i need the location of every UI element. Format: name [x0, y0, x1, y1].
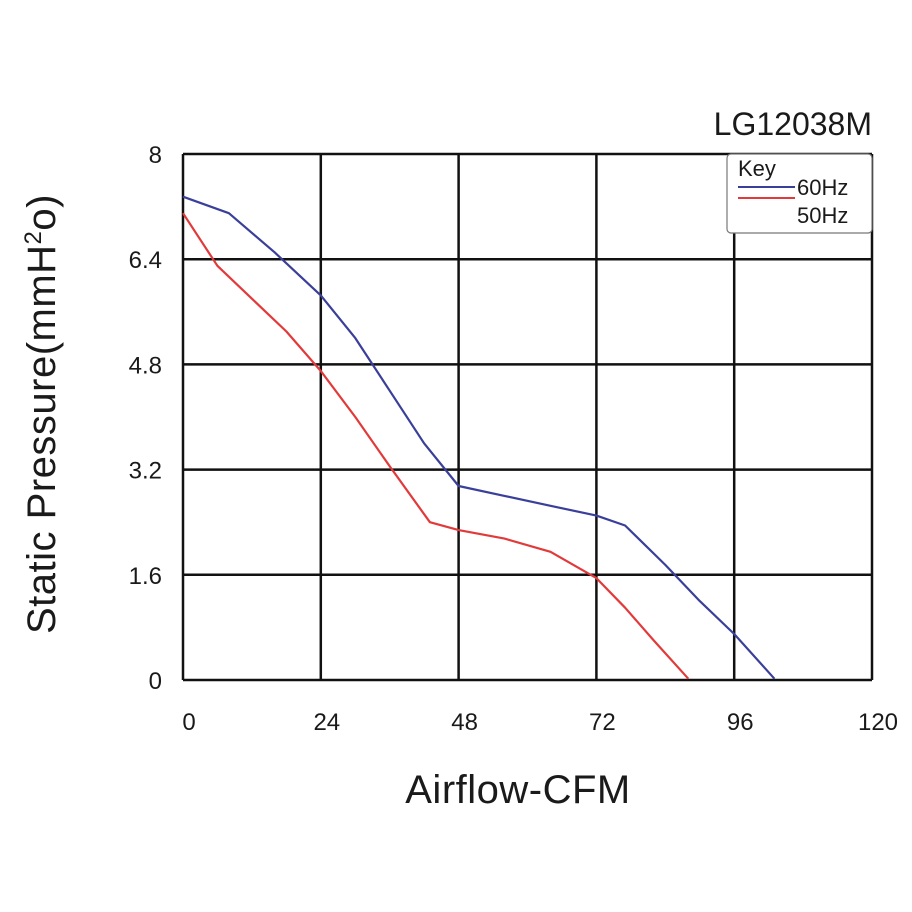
- x-tick-labels: 0 24 48 72 96 120: [182, 709, 898, 736]
- legend-label-60hz: 60Hz: [797, 175, 848, 200]
- y-tick-label-6_4: 6.4: [129, 247, 162, 274]
- grid: [181, 152, 874, 682]
- x-tick-label-72: 72: [589, 709, 616, 736]
- chart-title: LG12038M: [714, 106, 872, 142]
- x-axis-label: Airflow-CFM: [405, 768, 630, 812]
- x-tick-label-96: 96: [727, 709, 754, 736]
- y-axis-label: Static Pressure(mmH2o): [20, 194, 64, 634]
- legend-title: Key: [738, 156, 776, 181]
- series-line-50hz: [182, 212, 690, 680]
- y-tick-label-1_6: 1.6: [129, 563, 162, 590]
- legend: Key 60Hz 50Hz: [726, 153, 873, 234]
- legend-box: [726, 153, 873, 234]
- y-tick-label-3_2: 3.2: [129, 458, 162, 485]
- series-line-60hz: [182, 195, 776, 680]
- x-tick-label-0: 0: [182, 709, 195, 736]
- y-axis-label-tail: o): [20, 194, 64, 231]
- legend-label-50hz: 50Hz: [797, 203, 848, 228]
- x-tick-label-120: 120: [858, 709, 898, 736]
- x-tick-label-24: 24: [313, 709, 340, 736]
- series-group: [182, 195, 776, 680]
- y-tick-label-0: 0: [149, 668, 162, 695]
- x-tick-label-48: 48: [451, 709, 478, 736]
- y-tick-label-4_8: 4.8: [129, 352, 162, 379]
- y-axis-label-sup: 2: [20, 231, 47, 245]
- y-axis-label-main: Static Pressure(mmH: [20, 244, 64, 634]
- y-tick-labels: 0 1.6 3.2 4.8 6.4 8: [129, 142, 162, 695]
- y-tick-label-8: 8: [149, 142, 162, 169]
